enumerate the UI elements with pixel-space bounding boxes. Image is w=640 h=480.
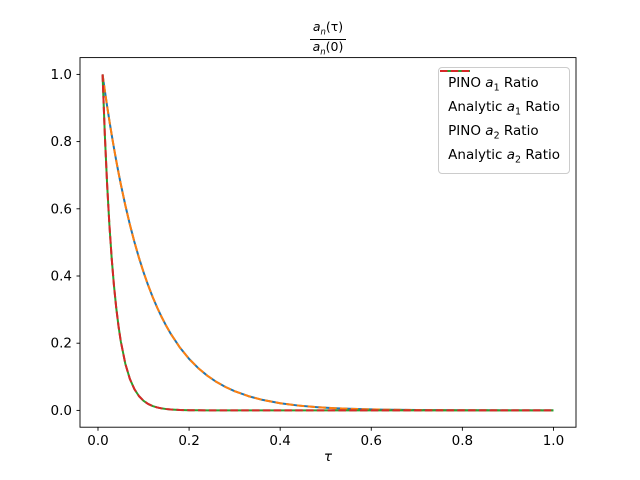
y-tick-label: 0.0	[51, 403, 72, 419]
legend-item-label: Analytic a2 Ratio	[448, 147, 560, 166]
x-tick-label: 0.6	[361, 433, 382, 449]
x-tick-label: 0.0	[87, 433, 108, 449]
x-axis-label: τ	[323, 449, 333, 465]
legend-item-label: PINO a1 Ratio	[448, 75, 539, 94]
y-tick-label: 0.6	[51, 201, 72, 217]
y-tick-label: 0.2	[51, 336, 72, 352]
y-tick-label: 1.0	[51, 67, 72, 83]
x-tick-label: 0.8	[452, 433, 473, 449]
legend-item-label: PINO a2 Ratio	[448, 123, 539, 142]
legend-item: Analytic a2 Ratio	[440, 70, 560, 166]
x-tick-label: 0.2	[178, 433, 199, 449]
title-fraction: an(τ) an(0)	[309, 19, 347, 59]
series-line-analytic-a2-ratio	[101, 74, 554, 412]
chart-title: an(τ) an(0)	[80, 20, 576, 59]
legend-item: Analytic a1 Ratio	[440, 70, 560, 118]
legend-item-label: Analytic a1 Ratio	[448, 99, 560, 118]
legend-item: PINO a2 Ratio	[440, 70, 560, 142]
x-tick-label: 1.0	[543, 433, 564, 449]
axes-frame	[79, 57, 577, 428]
legend: PINO a1 Ratio Analytic a1 Ratio PINO a2 Ra…	[438, 67, 570, 174]
y-tick-label: 0.8	[51, 134, 72, 150]
x-tick-label: 0.4	[269, 433, 290, 449]
title-denominator: an(0)	[309, 39, 347, 59]
y-tick-label: 0.4	[51, 269, 72, 285]
legend-item: PINO a1 Ratio	[440, 70, 560, 94]
legend-key-line	[440, 70, 471, 72]
title-numerator: an(τ)	[312, 19, 344, 38]
